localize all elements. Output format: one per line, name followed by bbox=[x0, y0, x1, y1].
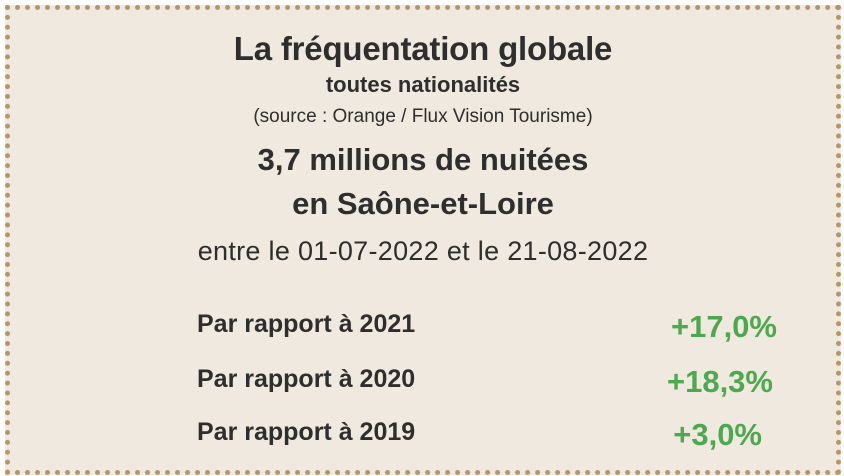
source-note: (source : Orange / Flux Vision Tourisme) bbox=[253, 106, 593, 127]
card-title: La fréquentation globale bbox=[233, 30, 613, 67]
info-card: La fréquentation globale toutes national… bbox=[5, 5, 841, 475]
period-text: entre le 01-07-2022 et le 21-08-2022 bbox=[197, 236, 649, 266]
comparison-row-2021: Par rapport à 2021 +17,0% bbox=[10, 309, 836, 354]
card-subtitle: toutes nationalités bbox=[325, 72, 521, 97]
comparison-label: Par rapport à 2019 bbox=[197, 418, 416, 446]
comparison-label: Par rapport à 2021 bbox=[197, 310, 416, 338]
headline-line-2: en Saône-et-Loire bbox=[292, 186, 554, 221]
headline-line-1: 3,7 millions de nuitées bbox=[257, 142, 589, 177]
comparison-value: +18,3% bbox=[666, 364, 773, 399]
comparison-label: Par rapport à 2020 bbox=[197, 365, 416, 393]
comparison-row-2020: Par rapport à 2020 +18,3% bbox=[10, 364, 836, 409]
comparison-value: +17,0% bbox=[670, 309, 777, 344]
comparison-row-2019: Par rapport à 2019 +3,0% bbox=[10, 417, 836, 462]
comparison-value: +3,0% bbox=[673, 417, 762, 452]
